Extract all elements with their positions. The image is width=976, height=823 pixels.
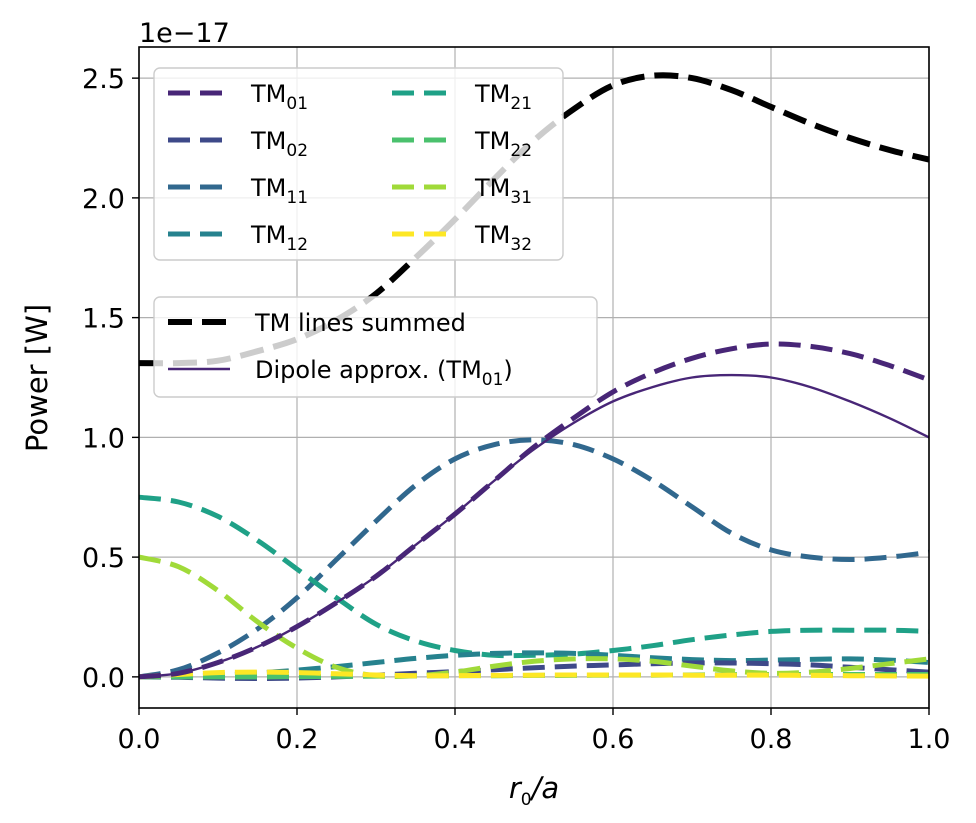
legend-label: TM12 bbox=[250, 221, 308, 255]
x-tick-label: 0.8 bbox=[750, 724, 793, 755]
x-tick-label: 0.2 bbox=[276, 724, 319, 755]
legend-label: TM11 bbox=[250, 174, 308, 208]
y-tick-label: 1.5 bbox=[82, 304, 125, 335]
legend-label-tail: ) bbox=[503, 356, 512, 384]
x-tick-label: 0.0 bbox=[118, 724, 161, 755]
series-line-tm31-dashed bbox=[138, 554, 930, 679]
legend-label-main: TM bbox=[474, 80, 510, 108]
legend-label: TM01 bbox=[250, 80, 308, 114]
legend-label-sub: 32 bbox=[510, 235, 532, 255]
y-offset-text: 1e−17 bbox=[139, 18, 230, 49]
legend-summary-box bbox=[153, 296, 598, 398]
y-axis-label: Power [W] bbox=[20, 304, 54, 452]
y-tick-label: 1.0 bbox=[82, 423, 125, 454]
legend-label-main: TM bbox=[250, 221, 286, 249]
series-line-tm11-dashed bbox=[138, 437, 930, 680]
legend-label: TM21 bbox=[474, 80, 532, 114]
legend-label-sub: 31 bbox=[510, 188, 532, 208]
plot-frame bbox=[138, 46, 930, 709]
legend-modes-box bbox=[153, 67, 564, 261]
ticks: 0.0 0.2 0.4 0.6 0.8 1.0 0.0 0.5 1.0 1.5 2.0 2.5 bbox=[82, 64, 950, 755]
legend-label: TM lines summed bbox=[254, 309, 466, 337]
y-tick-label: 0.0 bbox=[82, 663, 125, 694]
series-line-summed-dashed-thick bbox=[138, 72, 930, 367]
legend-label-sub: 02 bbox=[286, 141, 308, 161]
legend-label: TM31 bbox=[474, 174, 532, 208]
legend-label: TM02 bbox=[250, 127, 308, 161]
legend-label-main: TM bbox=[250, 174, 286, 202]
series-group bbox=[138, 72, 930, 681]
x-axis-label: r0/a bbox=[509, 771, 559, 810]
legend-label-main: TM bbox=[250, 127, 286, 155]
legend-label-main: TM bbox=[250, 80, 286, 108]
x-tick-label: 0.6 bbox=[592, 724, 635, 755]
legend-label-sub: 11 bbox=[286, 188, 308, 208]
y-tick-label: 2.0 bbox=[82, 184, 125, 215]
legend-label: TM32 bbox=[474, 221, 532, 255]
series-line-tm01-solid bbox=[138, 373, 930, 679]
legend-label-sub: 22 bbox=[510, 141, 532, 161]
legend-label-main: Dipole approx. (TM bbox=[255, 356, 482, 384]
legend-label: TM22 bbox=[474, 127, 532, 161]
x-axis-label-sub: 0 bbox=[521, 790, 532, 810]
legend-label-main: TM bbox=[474, 174, 510, 202]
x-axis-label-tail: /a bbox=[529, 771, 560, 805]
legend-label-main: TM bbox=[474, 127, 510, 155]
legend-label-main: TM lines summed bbox=[254, 309, 466, 337]
legend-label-sub: 12 bbox=[286, 235, 308, 255]
legend-label-sub: 21 bbox=[510, 94, 532, 114]
x-axis-label-main: r bbox=[509, 771, 523, 805]
y-tick-label: 2.5 bbox=[82, 64, 125, 95]
x-tick-label: 1.0 bbox=[908, 724, 951, 755]
legend-label-sub: 01 bbox=[482, 370, 504, 390]
legend-label: Dipole approx. (TM01) bbox=[255, 356, 513, 390]
y-tick-label: 0.5 bbox=[82, 543, 125, 574]
series-line-tm32-dashed bbox=[138, 669, 930, 680]
legend-summary: TM lines summed Dipole approx. (TM01) bbox=[153, 296, 598, 398]
legend-label-sub: 01 bbox=[286, 94, 308, 114]
x-tick-label: 0.4 bbox=[434, 724, 477, 755]
legend-label-main: TM bbox=[474, 221, 510, 249]
